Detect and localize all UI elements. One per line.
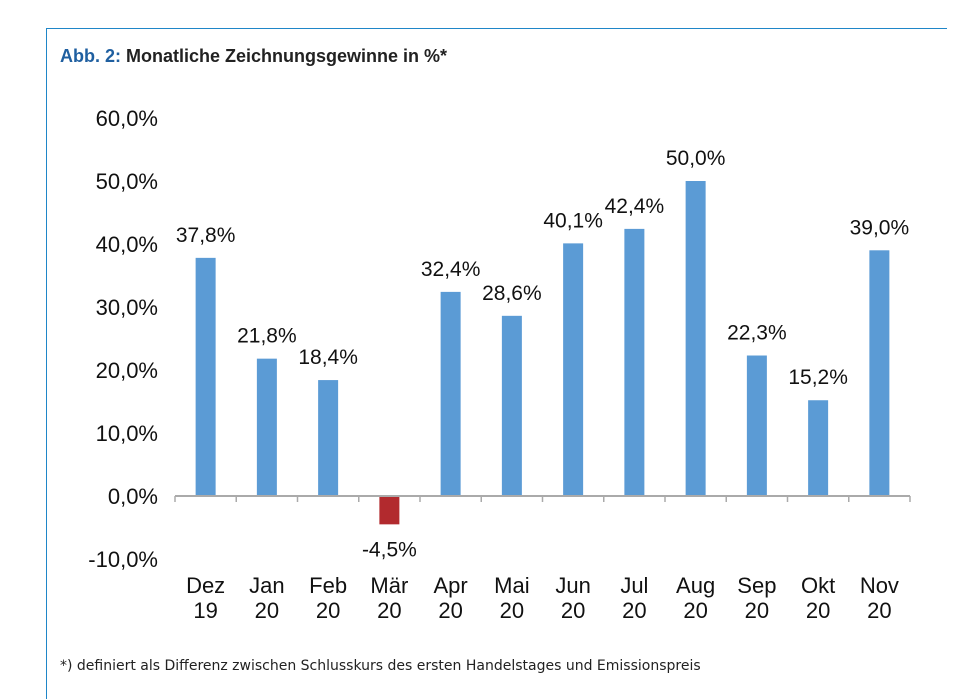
y-tick-label: 40,0% bbox=[96, 232, 158, 257]
x-tick-label-year: 20 bbox=[867, 598, 891, 623]
x-tick-label: Apr bbox=[434, 573, 468, 598]
bar bbox=[685, 181, 706, 496]
x-tick-label-year: 20 bbox=[500, 598, 524, 623]
y-tick-label: 10,0% bbox=[96, 421, 158, 446]
x-tick-label-year: 20 bbox=[683, 598, 707, 623]
bar bbox=[379, 496, 400, 525]
data-label: 40,1% bbox=[543, 209, 603, 232]
x-tick-label: Sep bbox=[737, 573, 776, 598]
chart-title-prefix: Abb. 2: bbox=[60, 46, 121, 66]
x-tick-label: Jul bbox=[620, 573, 648, 598]
bar bbox=[746, 355, 767, 496]
x-tick-label-year: 19 bbox=[193, 598, 217, 623]
chart-title-text: Monatliche Zeichnungsgewinne in %* bbox=[126, 46, 448, 66]
x-tick-label: Nov bbox=[860, 573, 899, 598]
x-tick-label-year: 20 bbox=[806, 598, 830, 623]
bar bbox=[501, 315, 522, 496]
data-label: 18,4% bbox=[298, 346, 358, 369]
x-tick-label: Jan bbox=[249, 573, 284, 598]
bar bbox=[440, 291, 461, 496]
x-tick-label: Aug bbox=[676, 573, 715, 598]
data-label: 28,6% bbox=[482, 282, 542, 305]
y-tick-label: 50,0% bbox=[96, 169, 158, 194]
chart-title: Abb. 2: Monatliche Zeichnungsgewinne in … bbox=[60, 46, 447, 67]
y-tick-label: -10,0% bbox=[88, 547, 158, 572]
x-tick-label: Mai bbox=[494, 573, 529, 598]
data-label: 21,8% bbox=[237, 325, 297, 348]
bar bbox=[256, 358, 277, 496]
x-tick-label: Mär bbox=[370, 573, 408, 598]
y-tick-label: 60,0% bbox=[96, 106, 158, 131]
data-label: 42,4% bbox=[605, 195, 665, 218]
bar bbox=[563, 243, 584, 496]
x-tick-label: Feb bbox=[309, 573, 347, 598]
bar bbox=[318, 380, 339, 496]
y-tick-label: 0,0% bbox=[108, 484, 158, 509]
data-label: 22,3% bbox=[727, 322, 787, 345]
bar bbox=[624, 228, 645, 496]
data-label: 50,0% bbox=[666, 147, 726, 170]
footnote: *) definiert als Differenz zwischen Schl… bbox=[60, 658, 701, 674]
x-tick-label-year: 20 bbox=[561, 598, 585, 623]
y-tick-label: 30,0% bbox=[96, 295, 158, 320]
x-tick-label-year: 20 bbox=[438, 598, 462, 623]
y-tick-label: 20,0% bbox=[96, 358, 158, 383]
data-label: 15,2% bbox=[788, 366, 848, 389]
x-tick-label: Dez bbox=[186, 573, 225, 598]
data-label: 37,8% bbox=[176, 224, 236, 247]
data-label: 39,0% bbox=[850, 216, 910, 239]
bar bbox=[195, 257, 216, 496]
bar bbox=[869, 250, 890, 496]
x-tick-label: Jun bbox=[555, 573, 590, 598]
x-tick-label: Okt bbox=[801, 573, 835, 598]
data-label: -4,5% bbox=[362, 538, 417, 561]
x-tick-label-year: 20 bbox=[316, 598, 340, 623]
chart-frame bbox=[46, 28, 947, 699]
bar bbox=[808, 400, 829, 496]
x-tick-label-year: 20 bbox=[255, 598, 279, 623]
data-label: 32,4% bbox=[421, 258, 481, 281]
x-tick-label-year: 20 bbox=[745, 598, 769, 623]
x-tick-label-year: 20 bbox=[622, 598, 646, 623]
x-tick-label-year: 20 bbox=[377, 598, 401, 623]
